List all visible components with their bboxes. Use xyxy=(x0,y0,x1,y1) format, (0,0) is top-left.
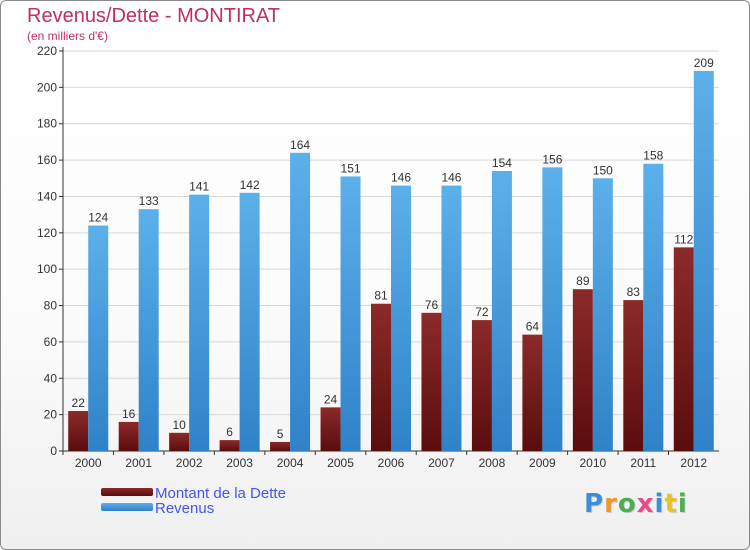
data-label-debt: 6 xyxy=(226,425,233,439)
bar-revenue xyxy=(239,192,260,451)
bar-revenue xyxy=(290,152,311,451)
x-tick-label: 2006 xyxy=(378,456,405,470)
x-tick-label: 2002 xyxy=(176,456,203,470)
x-tick-label: 2003 xyxy=(226,456,253,470)
y-tick-label: 140 xyxy=(37,189,57,203)
bar-debt xyxy=(118,421,139,451)
data-label-revenue: 146 xyxy=(441,171,461,185)
bar-revenue xyxy=(189,194,210,452)
data-label-revenue: 151 xyxy=(341,161,361,175)
x-tick-label: 2001 xyxy=(125,456,152,470)
bar-debt xyxy=(219,440,240,451)
data-label-debt: 83 xyxy=(627,285,641,299)
bar-revenue xyxy=(340,176,361,452)
x-tick-label: 2000 xyxy=(75,456,102,470)
legend-label-debt: Montant de la Dette xyxy=(155,485,286,502)
y-tick-label: 200 xyxy=(37,80,57,94)
data-label-revenue: 154 xyxy=(492,156,512,170)
data-label-debt: 16 xyxy=(122,407,136,421)
y-tick-label: 40 xyxy=(44,371,58,385)
bar-debt xyxy=(270,441,291,451)
y-tick-label: 160 xyxy=(37,153,57,167)
data-label-revenue: 146 xyxy=(391,171,411,185)
y-tick-label: 100 xyxy=(37,262,57,276)
data-label-debt: 112 xyxy=(674,232,693,246)
bar-revenue xyxy=(542,167,563,451)
data-label-debt: 5 xyxy=(277,427,284,441)
bar-debt xyxy=(623,300,644,451)
x-tick-label: 2011 xyxy=(630,456,656,470)
data-label-revenue: 150 xyxy=(593,163,613,177)
data-label-debt: 81 xyxy=(374,289,388,303)
bar-revenue xyxy=(491,171,512,451)
y-tick-label: 20 xyxy=(44,408,58,422)
bar-revenue xyxy=(391,185,411,451)
bar-debt xyxy=(673,247,694,451)
data-label-revenue: 164 xyxy=(290,138,310,152)
data-label-debt: 72 xyxy=(475,305,489,319)
x-tick-label: 2009 xyxy=(529,456,556,470)
chart-subtitle: (en milliers d'€) xyxy=(27,29,108,43)
data-label-debt: 76 xyxy=(425,298,439,312)
x-tick-label: 2010 xyxy=(579,456,606,470)
y-tick-label: 180 xyxy=(37,117,57,131)
data-label-revenue: 158 xyxy=(643,149,663,163)
bar-revenue xyxy=(441,185,462,451)
legend-swatch-revenue xyxy=(101,503,153,511)
data-label-revenue: 156 xyxy=(542,152,562,166)
bar-debt xyxy=(371,303,391,451)
bar-revenue xyxy=(643,163,664,451)
data-label-debt: 10 xyxy=(172,418,186,432)
bar-debt xyxy=(68,411,89,451)
bar-revenue xyxy=(88,225,109,451)
bar-revenue xyxy=(138,209,159,451)
data-label-debt: 24 xyxy=(324,392,338,406)
bar-revenue xyxy=(592,178,613,452)
data-label-revenue: 141 xyxy=(189,180,209,194)
y-tick-label: 220 xyxy=(37,44,57,58)
data-label-revenue: 124 xyxy=(88,211,108,225)
y-tick-label: 80 xyxy=(44,299,58,313)
legend-label-revenue: Revenus xyxy=(155,500,215,517)
y-tick-label: 120 xyxy=(37,226,57,240)
x-tick-label: 2007 xyxy=(428,456,455,470)
data-label-revenue: 133 xyxy=(139,194,159,208)
data-label-revenue: 209 xyxy=(694,56,714,70)
y-tick-label: 60 xyxy=(44,335,58,349)
bar-revenue xyxy=(693,71,714,451)
x-tick-label: 2008 xyxy=(479,456,506,470)
data-label-debt: 89 xyxy=(576,274,590,288)
legend-swatch-debt xyxy=(101,488,153,496)
proxiti-logo: Proxiti xyxy=(584,489,688,519)
bar-debt xyxy=(421,312,442,451)
bar-debt xyxy=(471,320,492,451)
bar-debt xyxy=(522,334,543,451)
x-tick-label: 2004 xyxy=(277,456,304,470)
bar-debt xyxy=(572,289,593,451)
x-tick-label: 2012 xyxy=(680,456,707,470)
y-tick-label: 0 xyxy=(50,444,57,458)
data-label-revenue: 142 xyxy=(240,178,260,192)
chart-title: Revenus/Dette - MONTIRAT xyxy=(27,5,281,27)
data-label-debt: 22 xyxy=(72,396,86,410)
x-tick-label: 2005 xyxy=(327,456,354,470)
bar-debt xyxy=(320,407,341,451)
bar-debt xyxy=(169,432,190,451)
data-label-debt: 64 xyxy=(526,320,540,334)
